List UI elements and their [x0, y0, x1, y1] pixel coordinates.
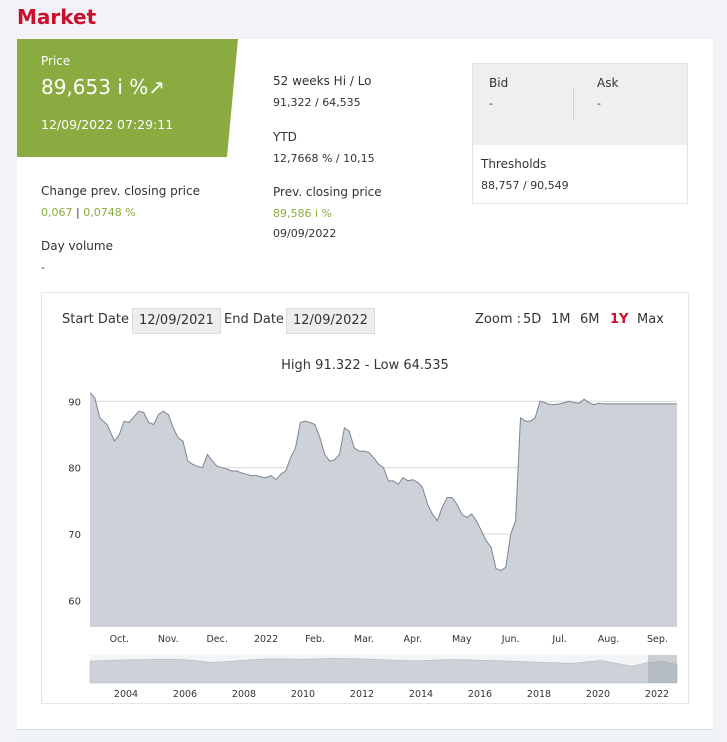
thresholds-value: 88,757 / 90,549	[481, 179, 569, 192]
bid-ask-panel: Bid - Ask - Thresholds 88,757 / 90,549	[472, 63, 688, 204]
price-area	[90, 392, 677, 627]
price-chart[interactable]: 60 70 80 90 Oct. Nov. Dec. 2022 Feb. Mar. Apr. May J…	[42, 293, 688, 703]
start-date-label: Start Date	[62, 312, 129, 327]
x-tick-label: Jul.	[551, 634, 566, 645]
arrow-up-right-icon: ↗	[148, 75, 166, 99]
prev-close-value: 89,586 i %	[273, 207, 332, 220]
zoom-1m-button[interactable]: 1M	[551, 312, 571, 327]
page-title: Market	[17, 5, 97, 29]
navigator-tick-label: 2006	[173, 689, 197, 700]
volume-label: Day volume	[41, 239, 113, 253]
x-tick-label: May	[452, 634, 472, 645]
x-tick-label: Sep.	[647, 634, 668, 645]
change-values: 0,067 | 0,0748 %	[41, 206, 136, 219]
chart-panel: Start Date 12/09/2021 End Date 12/09/202…	[41, 292, 689, 704]
thresholds-label: Thresholds	[481, 157, 547, 171]
navigator-tick-label: 2004	[114, 689, 138, 700]
navigator-tick-label: 2008	[232, 689, 256, 700]
chart-title: High 91.322 - Low 64.535	[281, 358, 449, 373]
navigator-tick-label: 2022	[645, 689, 669, 700]
week52-value: 91,322 / 64,535	[273, 96, 361, 109]
zoom-6m-button[interactable]: 6M	[580, 312, 600, 327]
ytd-label: YTD	[273, 130, 297, 144]
navigator-tick-label: 2012	[350, 689, 374, 700]
change-label: Change prev. closing price	[41, 184, 200, 198]
x-tick-label: 2022	[254, 634, 278, 645]
change-separator: |	[76, 206, 80, 219]
ytd-value: 12,7668 % / 10,15	[273, 152, 375, 165]
x-tick-label: Oct.	[110, 634, 129, 645]
navigator-selection	[648, 655, 677, 683]
x-tick-label: Mar.	[354, 634, 374, 645]
bid-label: Bid	[489, 76, 509, 90]
x-tick-label: Apr.	[404, 634, 423, 645]
x-tick-label: Feb.	[305, 634, 325, 645]
y-tick-label: 70	[68, 530, 81, 541]
bid-ask-divider	[573, 88, 574, 120]
market-card: Price 89,653 i %↗ 12/09/2022 07:29:11 Ch…	[17, 39, 713, 729]
zoom-5d-button[interactable]: 5D	[523, 312, 542, 327]
x-tick-label: Aug.	[598, 634, 620, 645]
price-panel: Price 89,653 i %↗ 12/09/2022 07:29:11	[17, 39, 238, 157]
volume-value: -	[41, 261, 45, 274]
start-date-input[interactable]: 12/09/2021	[132, 308, 221, 334]
navigator-tick-label: 2016	[468, 689, 492, 700]
navigator-tick-label: 2018	[527, 689, 551, 700]
zoom-1y-button[interactable]: 1Y	[610, 312, 629, 327]
ask-value: -	[597, 97, 601, 110]
y-tick-label: 90	[68, 397, 81, 408]
change-abs: 0,067	[41, 206, 73, 219]
y-tick-label: 80	[68, 464, 81, 475]
prev-close-date: 09/09/2022	[273, 227, 337, 240]
bottom-panel-edge	[17, 729, 713, 742]
navigator-area	[89, 658, 678, 684]
price-line	[89, 392, 677, 572]
price-label: Price	[41, 54, 71, 68]
x-tick-label: Nov.	[158, 634, 179, 645]
navigator-tick-label: 2010	[291, 689, 315, 700]
x-tick-label: Dec.	[206, 634, 227, 645]
week52-label: 52 weeks Hi / Lo	[273, 74, 372, 88]
price-value: 89,653 i %	[41, 75, 149, 99]
price-datetime: 12/09/2022 07:29:11	[41, 117, 174, 132]
change-pct: 0,0748 %	[83, 206, 136, 219]
x-tick-label: Jun.	[501, 634, 520, 645]
y-tick-label: 60	[68, 596, 81, 607]
navigator-tick-label: 2014	[409, 689, 433, 700]
zoom-label: Zoom :	[475, 312, 521, 327]
bid-ask-header: Bid - Ask -	[473, 64, 687, 145]
ask-label: Ask	[597, 76, 619, 90]
bid-value: -	[489, 97, 493, 110]
navigator-tick-label: 2020	[586, 689, 610, 700]
price-value-row: 89,653 i %↗	[41, 75, 165, 99]
end-date-label: End Date	[224, 312, 284, 327]
zoom-max-button[interactable]: Max	[637, 312, 664, 327]
end-date-input[interactable]: 12/09/2022	[286, 308, 375, 334]
prev-close-label: Prev. closing price	[273, 185, 382, 199]
